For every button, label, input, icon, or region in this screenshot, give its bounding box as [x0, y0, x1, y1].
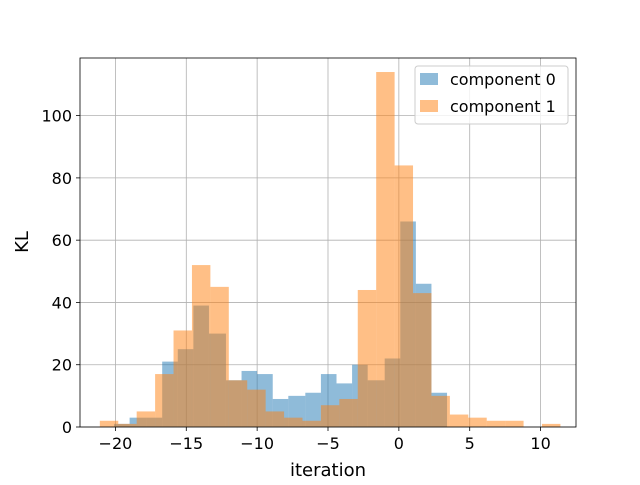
legend-swatch-component-0 [420, 73, 438, 85]
bar-component-1 [191, 265, 211, 427]
x-tick-label: −20 [99, 434, 133, 453]
legend-swatch-component-1 [420, 100, 438, 112]
bars [99, 72, 561, 428]
x-tick-label: 0 [394, 434, 404, 453]
bar-component-1 [339, 398, 358, 427]
y-tick-label: 100 [41, 107, 72, 126]
bar-component-1 [376, 72, 395, 427]
bar-component-1 [284, 417, 303, 427]
bar-component-0 [305, 392, 321, 427]
bar-component-1 [265, 411, 285, 427]
bar-component-1 [505, 420, 524, 427]
bar-component-1 [449, 414, 469, 427]
x-tick-label: −5 [316, 434, 340, 453]
bar-component-1 [210, 286, 229, 427]
x-tick-label: 10 [530, 434, 550, 453]
y-tick-label: 20 [52, 356, 72, 375]
bar-component-1 [118, 423, 137, 427]
legend: component 0 component 1 [414, 65, 569, 125]
bar-component-1 [320, 405, 340, 427]
legend-label-component-1: component 1 [450, 97, 556, 116]
bar-component-1 [155, 374, 174, 427]
x-tick-label: −10 [240, 434, 274, 453]
bar-component-1 [99, 420, 119, 427]
bar-component-1 [468, 417, 487, 427]
y-tick-label: 40 [52, 293, 72, 312]
y-tick-label: 80 [52, 169, 72, 188]
bar-component-1 [173, 330, 192, 427]
y-tick-label: 0 [62, 418, 72, 437]
bar-component-1 [394, 165, 414, 428]
bar-component-1 [486, 420, 506, 427]
bar-component-1 [357, 289, 377, 427]
legend-label-component-0: component 0 [450, 70, 556, 89]
bar-component-1 [431, 395, 450, 427]
x-axis-label: iteration [290, 460, 366, 480]
y-tick-label: 60 [52, 231, 72, 250]
bar-component-1 [228, 380, 248, 427]
bar-component-1 [413, 293, 432, 427]
bar-component-1 [541, 423, 561, 427]
bar-component-1 [247, 389, 266, 427]
legend-frame [414, 65, 569, 125]
bar-component-1 [136, 411, 156, 427]
y-axis-label: KL [12, 231, 33, 253]
x-tick-label: 5 [465, 434, 475, 453]
x-tick-label: −15 [169, 434, 203, 453]
bar-component-1 [302, 420, 321, 427]
